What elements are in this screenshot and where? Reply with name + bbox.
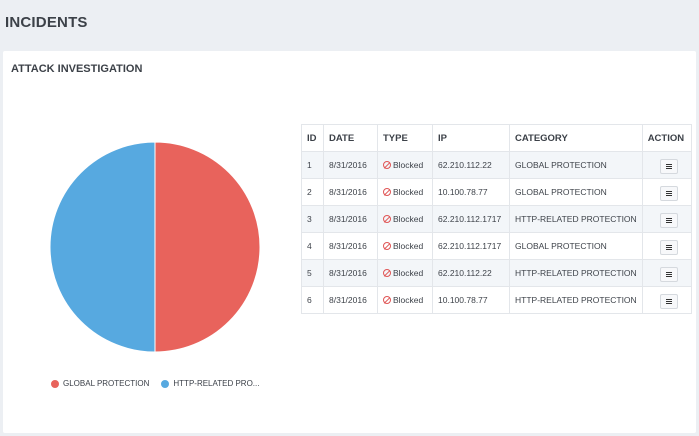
cell-date: 8/31/2016 bbox=[323, 286, 378, 314]
blocked-icon bbox=[383, 188, 391, 196]
column-header-type[interactable]: TYPE bbox=[377, 124, 433, 152]
cell-ip: 10.100.78.77 bbox=[432, 286, 510, 314]
cell-category: HTTP-RELATED PROTECTION bbox=[509, 259, 643, 287]
cell-action bbox=[641, 259, 692, 287]
cell-category: GLOBAL PROTECTION bbox=[509, 178, 643, 206]
cell-id: 2 bbox=[301, 178, 324, 206]
legend-item-http-related[interactable]: HTTP-RELATED PRO... bbox=[161, 379, 259, 388]
blocked-icon bbox=[383, 242, 391, 250]
table-row: 3 8/31/2016 Blocked 62.210.112.1717 HTTP… bbox=[301, 205, 692, 233]
cell-date: 8/31/2016 bbox=[323, 178, 378, 206]
legend-item-global-protection[interactable]: GLOBAL PROTECTION bbox=[51, 379, 149, 388]
cell-category: GLOBAL PROTECTION bbox=[509, 151, 643, 179]
blocked-icon bbox=[383, 269, 391, 277]
cell-action bbox=[641, 151, 692, 179]
type-label: Blocked bbox=[393, 187, 424, 197]
cell-id: 1 bbox=[301, 151, 324, 179]
hamburger-icon bbox=[665, 217, 672, 223]
cell-category: HTTP-RELATED PROTECTION bbox=[509, 205, 643, 233]
legend-label: HTTP-RELATED PRO... bbox=[173, 379, 260, 388]
cell-type: Blocked bbox=[377, 232, 433, 260]
page-title: INCIDENTS bbox=[5, 14, 88, 31]
cell-id: 4 bbox=[301, 232, 324, 260]
row-menu-button[interactable] bbox=[659, 158, 678, 174]
cell-ip: 10.100.78.77 bbox=[432, 178, 510, 206]
legend-dot-icon bbox=[51, 379, 59, 388]
panel-title: ATTACK INVESTIGATION bbox=[11, 63, 143, 75]
table-row: 4 8/31/2016 Blocked 62.210.112.1717 GLOB… bbox=[301, 232, 692, 260]
cell-date: 8/31/2016 bbox=[323, 151, 378, 179]
column-header-action[interactable]: ACTION bbox=[641, 124, 692, 152]
cell-date: 8/31/2016 bbox=[323, 232, 378, 260]
hamburger-icon bbox=[665, 244, 672, 250]
table-row: 6 8/31/2016 Blocked 10.100.78.77 HTTP-RE… bbox=[301, 286, 692, 314]
cell-ip: 62.210.112.1717 bbox=[432, 205, 510, 233]
cell-type: Blocked bbox=[377, 286, 433, 314]
cell-ip: 62.210.112.22 bbox=[432, 259, 510, 287]
blocked-icon bbox=[383, 161, 391, 169]
row-menu-button[interactable] bbox=[659, 185, 678, 201]
hamburger-icon bbox=[665, 298, 672, 304]
hamburger-icon bbox=[665, 190, 672, 196]
blocked-icon bbox=[383, 215, 391, 223]
cell-action bbox=[641, 286, 692, 314]
row-menu-button[interactable] bbox=[659, 293, 678, 309]
table-row: 5 8/31/2016 Blocked 62.210.112.22 HTTP-R… bbox=[301, 259, 692, 287]
type-label: Blocked bbox=[393, 241, 424, 251]
cell-action bbox=[641, 205, 692, 233]
column-header-id[interactable]: ID bbox=[301, 124, 324, 152]
legend-dot-icon bbox=[161, 379, 170, 388]
pie-slice-http-related-pro[interactable] bbox=[49, 141, 156, 353]
type-label: Blocked bbox=[393, 268, 424, 278]
table-row: 2 8/31/2016 Blocked 10.100.78.77 GLOBAL … bbox=[301, 178, 692, 206]
column-header-date[interactable]: DATE bbox=[323, 124, 378, 152]
hamburger-icon bbox=[665, 163, 672, 169]
row-menu-button[interactable] bbox=[659, 239, 678, 255]
attack-investigation-panel: ATTACK INVESTIGATION GLOBAL PROTECTION H… bbox=[3, 51, 696, 433]
table-header-row: ID DATE TYPE IP CATEGORY ACTION bbox=[301, 124, 692, 152]
table-row: 1 8/31/2016 Blocked 62.210.112.22 GLOBAL… bbox=[301, 151, 692, 179]
cell-date: 8/31/2016 bbox=[323, 205, 378, 233]
cell-id: 3 bbox=[301, 205, 324, 233]
cell-type: Blocked bbox=[377, 259, 433, 287]
pie-slice-global-protection[interactable] bbox=[154, 141, 261, 353]
column-header-ip[interactable]: IP bbox=[432, 124, 510, 152]
row-menu-button[interactable] bbox=[659, 266, 678, 282]
cell-type: Blocked bbox=[377, 205, 433, 233]
type-label: Blocked bbox=[393, 160, 424, 170]
cell-action bbox=[641, 232, 692, 260]
incidents-table: ID DATE TYPE IP CATEGORY ACTION 1 8/31/2… bbox=[301, 124, 692, 314]
cell-type: Blocked bbox=[377, 178, 433, 206]
cell-date: 8/31/2016 bbox=[323, 259, 378, 287]
cell-category: GLOBAL PROTECTION bbox=[509, 232, 643, 260]
type-label: Blocked bbox=[393, 214, 424, 224]
cell-type: Blocked bbox=[377, 151, 433, 179]
cell-id: 5 bbox=[301, 259, 324, 287]
legend-label: GLOBAL PROTECTION bbox=[63, 379, 150, 388]
cell-category: HTTP-RELATED PROTECTION bbox=[509, 286, 643, 314]
pie-chart bbox=[49, 141, 261, 353]
row-menu-button[interactable] bbox=[659, 212, 678, 228]
column-header-category[interactable]: CATEGORY bbox=[509, 124, 643, 152]
type-label: Blocked bbox=[393, 295, 424, 305]
cell-ip: 62.210.112.22 bbox=[432, 151, 510, 179]
cell-id: 6 bbox=[301, 286, 324, 314]
cell-ip: 62.210.112.1717 bbox=[432, 232, 510, 260]
hamburger-icon bbox=[665, 271, 672, 277]
cell-action bbox=[641, 178, 692, 206]
blocked-icon bbox=[383, 296, 391, 304]
chart-legend: GLOBAL PROTECTION HTTP-RELATED PRO... bbox=[51, 379, 271, 388]
